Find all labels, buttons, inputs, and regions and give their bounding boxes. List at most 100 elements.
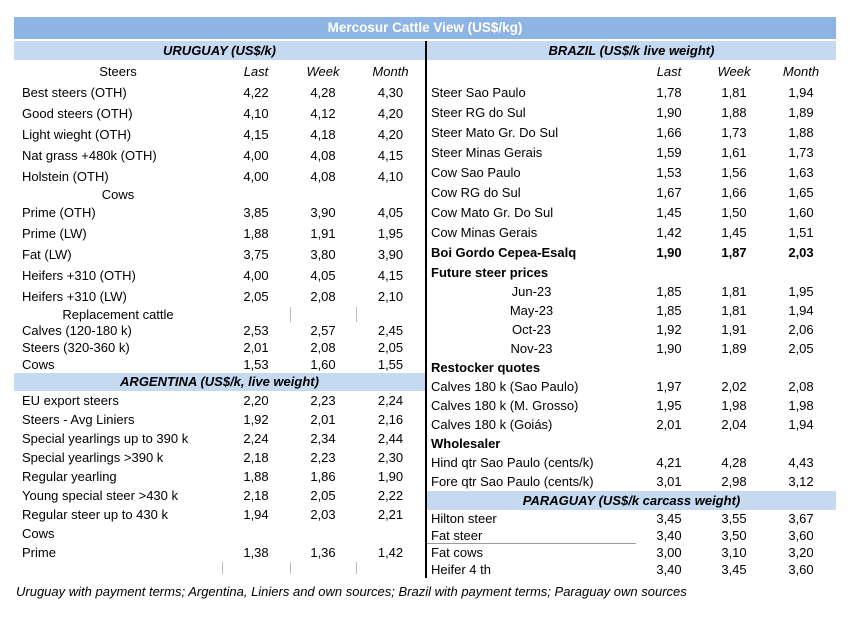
row-label: Prime (OTH) xyxy=(22,205,96,220)
value-month: 2,06 xyxy=(788,322,814,337)
row-label: Future steer prices xyxy=(431,264,549,280)
value-week: 3,80 xyxy=(310,247,336,262)
value-week: 4,05 xyxy=(310,268,336,283)
value-week xyxy=(702,434,766,453)
table-row: Best steers (OTH) 4,22 4,28 4,30 xyxy=(14,82,425,103)
table-row: Good steers (OTH) 4,10 4,12 4,20 xyxy=(14,103,425,124)
value-month: 4,30 xyxy=(377,85,404,100)
value-month: 4,43 xyxy=(788,455,814,470)
value-week: 3,45 xyxy=(721,562,747,577)
value-month: 1,89 xyxy=(788,104,814,120)
value-week: 4,18 xyxy=(310,127,336,142)
value-last: 1,85 xyxy=(656,284,682,299)
value-last: 1,42 xyxy=(656,224,682,240)
row-label: Holstein (OTH) xyxy=(22,169,109,184)
table-row: Cow RG do Sul 1,67 1,66 1,65 xyxy=(427,182,836,202)
value-week: 4,08 xyxy=(310,148,336,163)
value-month xyxy=(356,524,425,543)
table-row: Hilton steer 3,45 3,55 3,67 xyxy=(427,510,836,527)
row-label: Good steers (OTH) xyxy=(22,106,133,121)
value-last: 1,45 xyxy=(656,204,682,220)
table-row xyxy=(14,562,425,574)
row-label: Nov-23 xyxy=(510,341,553,356)
row-label: Best steers (OTH) xyxy=(22,85,127,100)
value-week: 1,73 xyxy=(721,124,747,140)
table-row: Regular steer up to 430 k 1,94 2,03 2,21 xyxy=(14,505,425,524)
table-row: Fat (LW) 3,75 3,80 3,90 xyxy=(14,244,425,265)
value-last xyxy=(636,358,702,377)
row-label: Cows xyxy=(22,526,55,541)
value-month: 1,94 xyxy=(788,417,814,432)
value-month: 2,08 xyxy=(788,379,814,394)
value-last: 3,40 xyxy=(656,528,682,543)
table-row: EU export steers 2,20 2,23 2,24 xyxy=(14,391,425,410)
value-last: 1,66 xyxy=(656,124,682,140)
row-label: Jun-23 xyxy=(511,284,552,299)
row-label: Cow RG do Sul xyxy=(431,184,521,200)
table-row: Special yearlings up to 390 k 2,24 2,34 2,4… xyxy=(14,429,425,448)
value-month: 2,22 xyxy=(377,488,404,503)
value-last: 2,18 xyxy=(243,450,269,465)
value-month: 2,05 xyxy=(788,341,814,356)
row-label: Cow Minas Gerais xyxy=(431,224,538,240)
value-week: 1,88 xyxy=(721,104,747,120)
value-last xyxy=(222,524,290,543)
uruguay-argentina-rows: Steers Last Week Month Best steers (OTH) 4,22… xyxy=(14,60,425,574)
row-label: Prime xyxy=(22,545,56,560)
value-month xyxy=(356,562,425,574)
row-label: Hilton steer xyxy=(431,511,497,526)
value-month: 1,51 xyxy=(788,224,814,240)
value-month: 2,05 xyxy=(377,340,404,355)
vertical-divider xyxy=(425,41,427,578)
value-month: 3,67 xyxy=(788,511,814,526)
row-label: Steers (320-360 k) xyxy=(22,340,130,355)
row-label: Wholesaler xyxy=(431,436,501,451)
value-week: 1,50 xyxy=(721,204,747,220)
table-row: Cows xyxy=(14,187,425,202)
value-last: 1,95 xyxy=(656,398,682,413)
column-header-row: Last Week Month xyxy=(427,60,836,82)
row-label: Special yearlings >390 k xyxy=(22,450,164,465)
section-header: PARAGUAY (US$/k carcass weight) xyxy=(427,491,836,510)
value-week: 1,89 xyxy=(721,341,747,356)
value-month: 3,60 xyxy=(788,562,814,577)
value-last: 1,88 xyxy=(243,469,269,484)
row-label: Light wieght (OTH) xyxy=(22,127,132,142)
value-last: 2,20 xyxy=(243,393,269,408)
value-last: 4,00 xyxy=(243,169,269,184)
column-brazil-paraguay: BRAZIL (US$/k live weight) Last Week Month… xyxy=(427,41,836,578)
value-last: 4,10 xyxy=(243,106,269,121)
row-label: Heifer 4 th xyxy=(431,562,491,577)
value-week: 1,81 xyxy=(721,84,747,100)
table-title: Mercosur Cattle View (US$/kg) xyxy=(14,17,836,39)
row-label: EU export steers xyxy=(22,393,119,408)
value-month: Month xyxy=(782,63,820,79)
value-week: 2,05 xyxy=(310,488,336,503)
value-month: 1,94 xyxy=(788,303,814,318)
value-week: 1,87 xyxy=(721,244,747,260)
row-label: Steer Minas Gerais xyxy=(431,144,543,160)
row-label: May-23 xyxy=(509,303,554,318)
row-label: Heifers +310 (OTH) xyxy=(22,268,136,283)
table-row: Cow Sao Paulo 1,53 1,56 1,63 xyxy=(427,162,836,182)
table-row: Fore qtr Sao Paulo (cents/k) 3,01 2,98 3,12 xyxy=(427,472,836,491)
value-last: 2,01 xyxy=(656,417,682,432)
table-row: Prime (LW) 1,88 1,91 1,95 xyxy=(14,223,425,244)
row-label: Steers - Avg Liniers xyxy=(22,412,135,427)
table-row: Replacement cattle xyxy=(14,307,425,322)
value-week: 2,34 xyxy=(310,431,336,446)
table-row: May-23 1,85 1,81 1,94 xyxy=(427,301,836,320)
row-label: Boi Gordo Cepea-Esalq xyxy=(431,244,577,260)
value-week: 3,55 xyxy=(721,511,747,526)
value-last: 2,18 xyxy=(243,488,269,503)
column-uruguay-argentina: URUGUAY (US$/k) Steers Last Week Month Best … xyxy=(14,41,425,578)
table-row: Young special steer >430 k 2,18 2,05 2,22 xyxy=(14,486,425,505)
value-week: 2,02 xyxy=(721,379,747,394)
table-row: Holstein (OTH) 4,00 4,08 4,10 xyxy=(14,166,425,187)
value-month: 2,16 xyxy=(377,412,404,427)
value-week: 1,91 xyxy=(721,322,747,337)
row-label: Special yearlings up to 390 k xyxy=(22,431,189,446)
row-label: Regular steer up to 430 k xyxy=(22,507,168,522)
value-week xyxy=(290,187,356,202)
value-week: Week xyxy=(306,63,340,79)
